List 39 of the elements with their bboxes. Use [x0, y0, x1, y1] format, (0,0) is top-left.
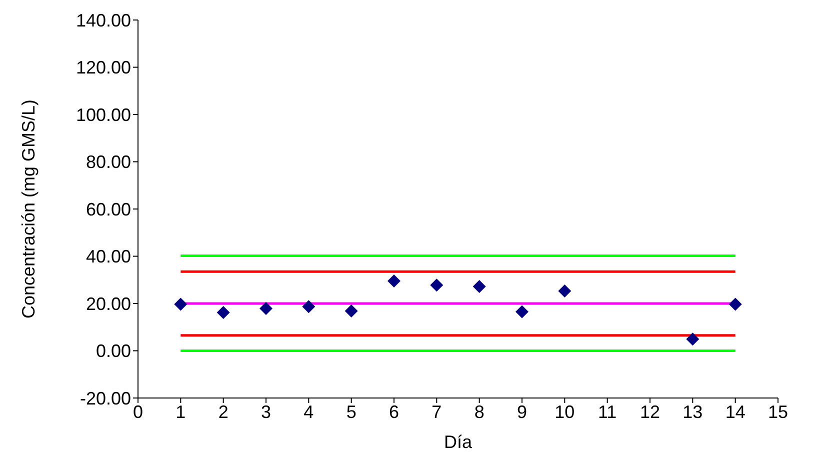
point	[472, 280, 486, 293]
point	[728, 298, 742, 311]
x-tick-label: 6	[388, 402, 400, 422]
x-tick-label: 3	[260, 402, 272, 422]
y-tick-label: -20.00	[80, 388, 131, 408]
x-axis-title: Día	[444, 432, 473, 452]
x-tick-label: 1	[176, 402, 186, 422]
point	[302, 300, 316, 314]
x-tick-label: 13	[682, 402, 703, 422]
point	[216, 306, 230, 319]
x-tick-label: 8	[474, 402, 484, 422]
x-tick-label: 7	[432, 402, 442, 422]
x-tick-label: 12	[640, 402, 660, 422]
point	[516, 305, 528, 318]
x-tick-label: 5	[346, 402, 356, 422]
point	[430, 278, 444, 292]
x-tick-label: 9	[516, 402, 528, 422]
y-tick-label: 20.00	[86, 294, 131, 314]
x-tick-label: 14	[725, 402, 746, 422]
point	[388, 274, 400, 288]
y-tick-label: 140.00	[76, 10, 131, 30]
y-tick-label: 100.00	[76, 104, 131, 125]
y-tick-label: 60.00	[86, 199, 131, 220]
y-tick-label: 40.00	[86, 246, 131, 267]
x-tick-label: 4	[304, 402, 314, 422]
x-tick-label: 0	[132, 402, 144, 422]
y-axis-title: Concentración (mg GMS/L)	[18, 99, 38, 319]
x-tick-label: 11	[598, 402, 617, 422]
y-tick-label: 80.00	[86, 152, 131, 172]
point	[344, 304, 358, 318]
point	[686, 332, 700, 346]
x-tick-label: 15	[768, 402, 788, 422]
point	[174, 298, 188, 311]
point	[558, 284, 572, 298]
x-tick-label: 10	[554, 402, 575, 422]
y-tick-label: 0.00	[96, 341, 131, 362]
y-tick-label: 120.00	[76, 58, 131, 78]
point	[260, 302, 272, 315]
x-tick-label: 2	[218, 402, 228, 422]
